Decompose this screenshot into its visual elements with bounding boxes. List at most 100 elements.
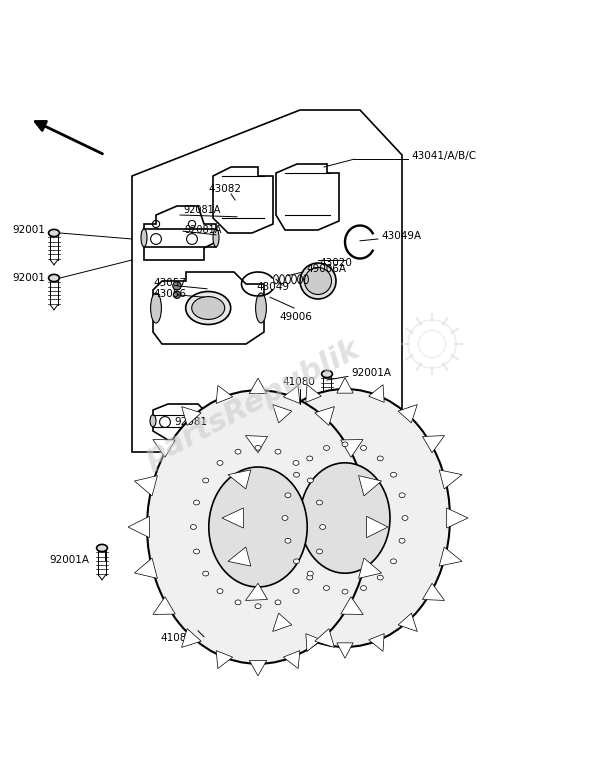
Polygon shape	[446, 508, 468, 528]
Ellipse shape	[194, 549, 200, 554]
Polygon shape	[249, 660, 267, 676]
Ellipse shape	[316, 500, 322, 505]
Text: 92001A: 92001A	[49, 555, 89, 565]
Text: 43057: 43057	[153, 278, 186, 288]
Polygon shape	[341, 597, 363, 615]
Polygon shape	[315, 407, 334, 426]
Ellipse shape	[203, 572, 209, 576]
Ellipse shape	[402, 515, 408, 521]
Polygon shape	[153, 597, 175, 615]
Ellipse shape	[399, 538, 405, 543]
Ellipse shape	[255, 445, 261, 450]
Text: 43020: 43020	[320, 258, 353, 268]
Polygon shape	[249, 378, 267, 394]
Ellipse shape	[300, 263, 336, 299]
Text: 92081A: 92081A	[183, 205, 220, 215]
Polygon shape	[134, 476, 157, 496]
Polygon shape	[273, 404, 292, 423]
Ellipse shape	[275, 600, 281, 605]
Ellipse shape	[293, 472, 299, 477]
Ellipse shape	[293, 589, 299, 594]
Polygon shape	[398, 613, 417, 632]
Ellipse shape	[285, 492, 291, 498]
Ellipse shape	[300, 463, 390, 573]
Polygon shape	[337, 378, 353, 393]
Polygon shape	[368, 385, 384, 402]
Text: 49006: 49006	[279, 312, 312, 322]
Polygon shape	[273, 613, 292, 632]
Text: 92081: 92081	[174, 417, 207, 427]
Text: partsRepublik: partsRepublik	[139, 335, 365, 473]
Ellipse shape	[322, 370, 332, 378]
Ellipse shape	[307, 572, 313, 576]
Ellipse shape	[186, 292, 230, 325]
Polygon shape	[134, 558, 157, 578]
Polygon shape	[306, 385, 322, 402]
Text: 92001: 92001	[12, 225, 45, 235]
Ellipse shape	[235, 600, 241, 605]
Ellipse shape	[307, 456, 313, 461]
Ellipse shape	[316, 549, 322, 554]
Ellipse shape	[342, 442, 348, 447]
Polygon shape	[398, 404, 417, 423]
Ellipse shape	[190, 524, 196, 530]
Text: 41080: 41080	[161, 633, 193, 643]
Polygon shape	[368, 634, 384, 651]
Polygon shape	[359, 476, 382, 496]
Polygon shape	[422, 435, 445, 453]
Polygon shape	[439, 547, 462, 566]
Ellipse shape	[235, 449, 241, 454]
Ellipse shape	[320, 524, 326, 530]
Polygon shape	[228, 470, 251, 489]
Ellipse shape	[203, 478, 209, 483]
Ellipse shape	[377, 456, 383, 461]
Text: 92081A: 92081A	[184, 225, 221, 235]
Ellipse shape	[147, 390, 369, 663]
Polygon shape	[283, 651, 300, 669]
Ellipse shape	[219, 415, 225, 427]
Ellipse shape	[377, 575, 383, 580]
Ellipse shape	[141, 229, 147, 247]
Text: 92001A: 92001A	[351, 369, 391, 378]
Ellipse shape	[305, 268, 331, 295]
Text: 43082: 43082	[209, 184, 241, 194]
Polygon shape	[245, 435, 268, 453]
Ellipse shape	[49, 230, 59, 236]
Polygon shape	[341, 439, 363, 458]
Ellipse shape	[399, 492, 405, 498]
Ellipse shape	[285, 538, 291, 543]
Polygon shape	[306, 634, 322, 651]
Ellipse shape	[213, 229, 219, 247]
Ellipse shape	[173, 291, 181, 299]
Ellipse shape	[307, 478, 313, 483]
Polygon shape	[422, 583, 445, 600]
Text: 92001: 92001	[12, 273, 45, 283]
Ellipse shape	[217, 589, 223, 594]
Polygon shape	[315, 629, 334, 648]
Polygon shape	[439, 470, 462, 489]
Polygon shape	[216, 385, 233, 404]
Polygon shape	[283, 385, 300, 404]
Ellipse shape	[192, 296, 224, 319]
Ellipse shape	[97, 544, 107, 552]
Ellipse shape	[256, 293, 266, 323]
Ellipse shape	[293, 461, 299, 465]
Ellipse shape	[391, 559, 397, 564]
Text: 43049A: 43049A	[381, 231, 421, 241]
Ellipse shape	[150, 415, 156, 427]
Polygon shape	[182, 629, 201, 648]
Ellipse shape	[151, 293, 161, 323]
Polygon shape	[359, 558, 382, 578]
Text: 43056: 43056	[153, 290, 186, 299]
Polygon shape	[337, 643, 353, 658]
Ellipse shape	[240, 389, 450, 647]
Polygon shape	[367, 516, 388, 537]
Text: 49006A: 49006A	[306, 264, 346, 274]
Ellipse shape	[275, 449, 281, 454]
Polygon shape	[153, 439, 175, 458]
Polygon shape	[128, 516, 149, 537]
Polygon shape	[228, 547, 251, 566]
Polygon shape	[245, 583, 268, 600]
Polygon shape	[222, 508, 244, 528]
Ellipse shape	[49, 274, 59, 282]
